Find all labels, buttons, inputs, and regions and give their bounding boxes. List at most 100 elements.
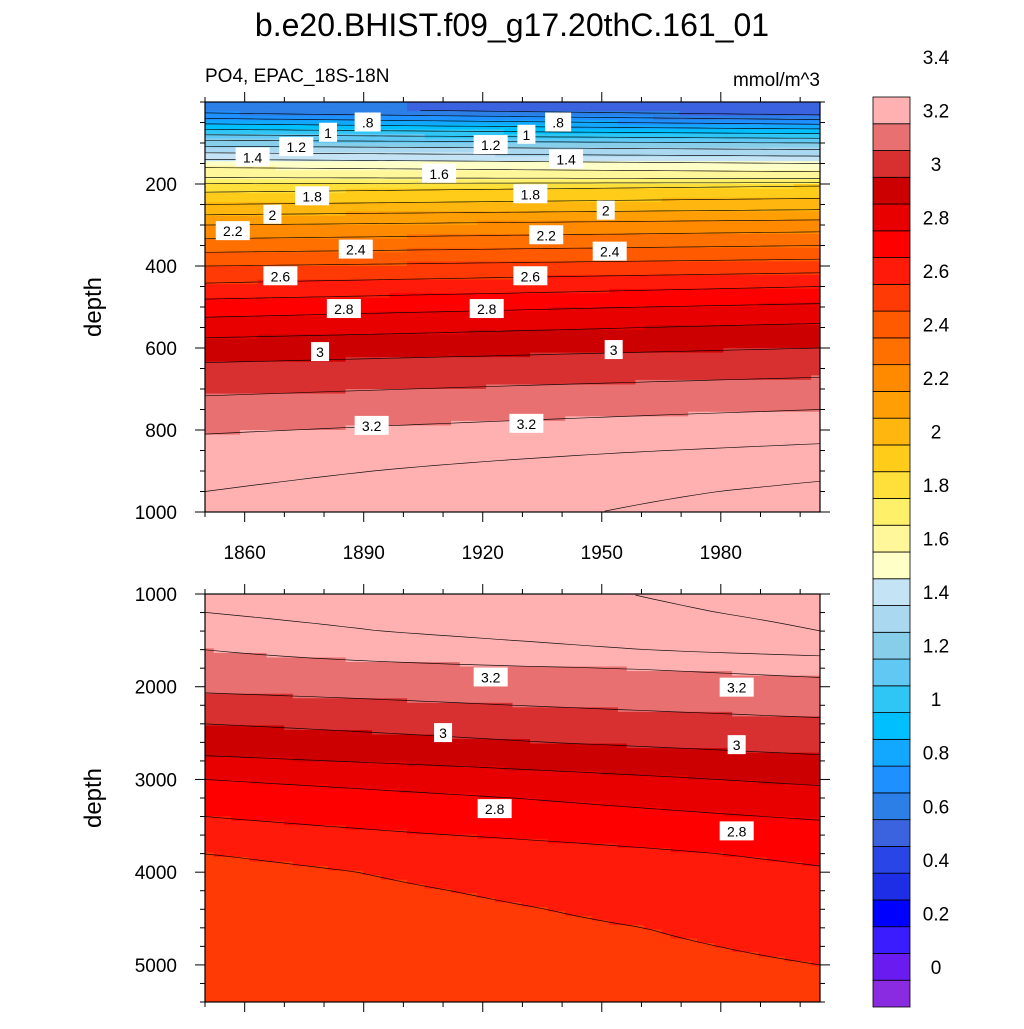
field-cell [679,307,689,313]
field-cell [512,393,522,399]
field-cell [398,133,408,140]
field-cell [784,211,795,217]
field-cell [705,211,716,217]
field-cell [767,389,777,395]
field-cell [776,143,786,149]
field-cell [205,215,215,222]
field-cell [512,247,522,253]
field-cell [319,334,329,340]
field-cell [714,220,724,226]
field-cell [459,147,470,153]
field-cell [574,261,584,267]
field-cell [767,215,777,222]
field-cell [319,375,329,381]
field-cell [451,293,461,299]
field-cell [433,138,443,144]
field-cell [591,325,601,331]
field-cell [345,156,355,162]
field-cell [345,256,355,263]
field-cell [582,184,593,190]
field-cell [275,398,285,404]
field-cell [451,243,461,249]
field-cell [336,256,347,263]
field-cell [784,348,795,354]
field-cell [389,348,399,354]
field-cell [538,375,549,381]
field-cell [697,416,707,422]
field-cell [371,402,382,408]
field-cell [257,311,268,317]
field-cell [486,188,496,194]
field-cell [415,261,426,267]
field-cell [653,334,663,340]
field-cell [670,243,681,249]
field-cell [389,425,399,431]
field-cell [371,170,382,176]
field-cell [424,234,435,240]
field-cell [222,407,232,413]
field-cell [424,124,435,130]
field-cell [389,293,399,299]
field-cell [486,357,496,363]
field-cell [310,206,320,212]
field-cell [679,138,689,144]
field-cell [205,320,215,326]
field-cell [380,215,391,222]
field-cell [697,238,707,244]
field-cell [758,293,768,299]
field-cell [565,261,575,267]
field-cell [670,124,681,130]
field-cell [477,202,487,208]
field-cell [503,329,514,335]
field-cell [292,243,303,249]
field-cell [617,329,628,335]
field-cell [257,197,268,203]
field-cell [301,329,312,335]
field-cell [424,275,435,281]
field-cell [240,384,250,390]
field-cell [767,402,777,408]
field-cell [319,316,329,322]
field-cell [398,338,408,345]
field-cell [521,288,531,294]
field-cell [758,266,768,272]
field-cell [494,389,505,395]
field-cell [380,252,391,258]
field-cell [732,133,742,140]
field-cell [354,357,364,363]
field-cell [319,361,329,367]
field-cell [494,202,505,208]
field-cell [424,316,435,322]
field-cell [205,307,215,313]
field-cell [784,370,795,376]
field-cell [767,407,777,413]
field-cell [609,266,619,272]
field-cell [565,193,575,199]
field-cell [697,188,707,194]
field-cell [793,334,804,340]
field-cell [240,329,250,335]
field-cell [205,288,215,294]
field-cell [723,420,733,427]
field-cell [284,311,294,317]
field-cell [661,133,672,140]
field-cell [591,407,601,413]
field-cell [292,256,303,263]
field-cell [459,348,470,354]
field-cell [284,379,294,386]
chart-title: b.e20.BHIST.f09_g17.20thC.161_01 [255,7,769,43]
field-cell [723,389,733,395]
field-cell [600,316,610,322]
field-cell [310,261,320,267]
field-cell [398,275,408,281]
field-cell [784,316,795,322]
field-cell [284,133,294,140]
field-cell [389,188,399,194]
field-cell [811,120,820,126]
field-cell [644,133,654,140]
field-cell [697,179,707,185]
field-cell [811,211,820,217]
field-cell [802,124,812,130]
field-cell [600,398,610,404]
field-cell [697,352,707,358]
